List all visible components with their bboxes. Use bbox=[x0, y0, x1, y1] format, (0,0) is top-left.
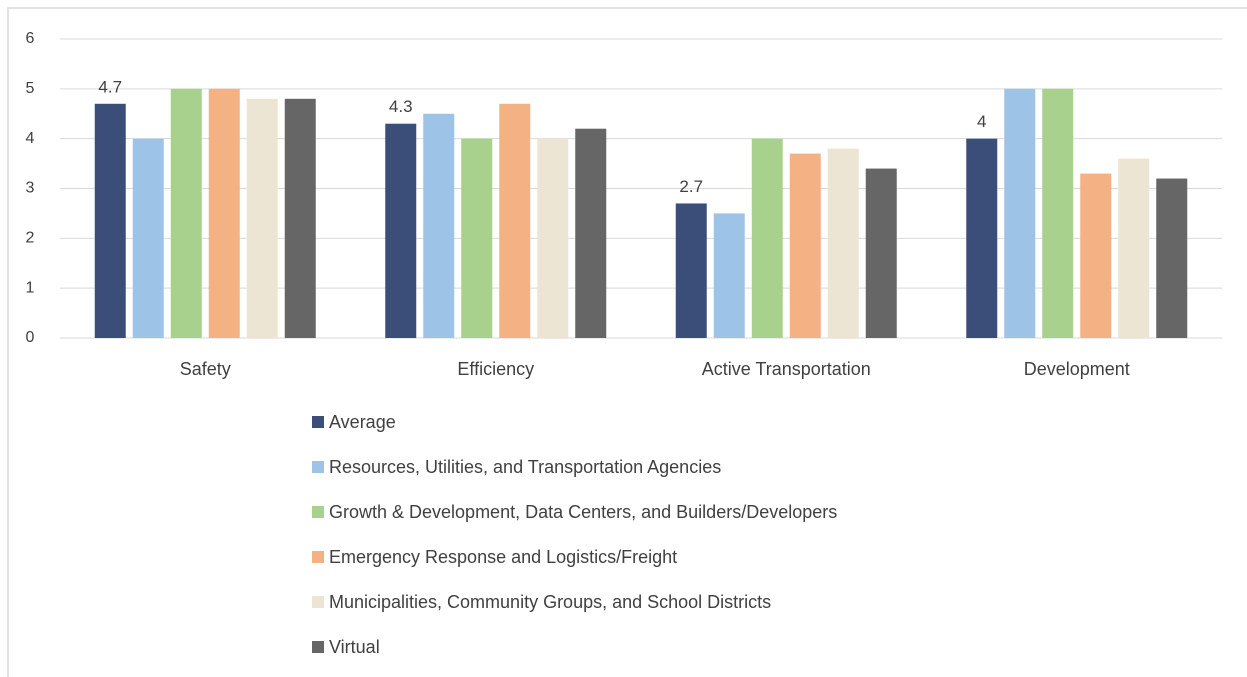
bar bbox=[284, 98, 316, 338]
legend-label: Resources, Utilities, and Transportation… bbox=[329, 457, 721, 477]
bar bbox=[461, 138, 493, 338]
legend-label: Virtual bbox=[329, 637, 380, 657]
bar bbox=[966, 138, 998, 338]
bar bbox=[132, 138, 164, 338]
legend-swatch bbox=[312, 641, 324, 653]
x-tick-label: Active Transportation bbox=[702, 359, 871, 379]
bar bbox=[789, 153, 821, 338]
bar bbox=[385, 123, 417, 338]
bar bbox=[1080, 173, 1112, 338]
legend-label: Growth & Development, Data Centers, and … bbox=[329, 502, 837, 522]
bar bbox=[537, 138, 569, 338]
bar bbox=[713, 213, 745, 338]
y-tick-label: 3 bbox=[26, 180, 35, 197]
bar bbox=[170, 88, 202, 338]
y-tick-label: 2 bbox=[26, 230, 35, 247]
bar bbox=[499, 103, 531, 339]
bar bbox=[423, 113, 455, 338]
legend-swatch bbox=[312, 596, 324, 608]
bar bbox=[827, 148, 859, 338]
bar bbox=[1004, 88, 1036, 338]
chart-border bbox=[7, 7, 1247, 677]
bar bbox=[1156, 178, 1188, 338]
x-tick-label: Efficiency bbox=[457, 359, 534, 379]
bar bbox=[1042, 88, 1074, 338]
data-label: 4.7 bbox=[98, 77, 122, 96]
bar bbox=[575, 128, 607, 338]
legend-swatch bbox=[312, 506, 324, 518]
legend-swatch bbox=[312, 551, 324, 563]
data-label: 4.3 bbox=[389, 97, 413, 116]
y-tick-label: 1 bbox=[26, 279, 35, 296]
bar bbox=[94, 103, 126, 339]
data-label: 4 bbox=[977, 112, 986, 131]
y-tick-label: 6 bbox=[26, 30, 35, 47]
data-label: 2.7 bbox=[679, 177, 703, 196]
legend-label: Emergency Response and Logistics/Freight bbox=[329, 547, 677, 567]
y-tick-label: 4 bbox=[26, 130, 35, 147]
legend-label: Municipalities, Community Groups, and Sc… bbox=[329, 592, 771, 612]
bar bbox=[865, 168, 897, 338]
y-tick-label: 0 bbox=[26, 329, 35, 346]
bar bbox=[246, 98, 278, 338]
bar bbox=[675, 203, 707, 338]
x-tick-label: Development bbox=[1024, 359, 1130, 379]
bar bbox=[1118, 158, 1150, 338]
bar bbox=[208, 88, 240, 338]
y-tick-label: 5 bbox=[26, 80, 35, 97]
legend-swatch bbox=[312, 461, 324, 473]
legend-label: Average bbox=[329, 412, 396, 432]
bar bbox=[751, 138, 783, 338]
x-tick-label: Safety bbox=[180, 359, 231, 379]
legend-swatch bbox=[312, 416, 324, 428]
